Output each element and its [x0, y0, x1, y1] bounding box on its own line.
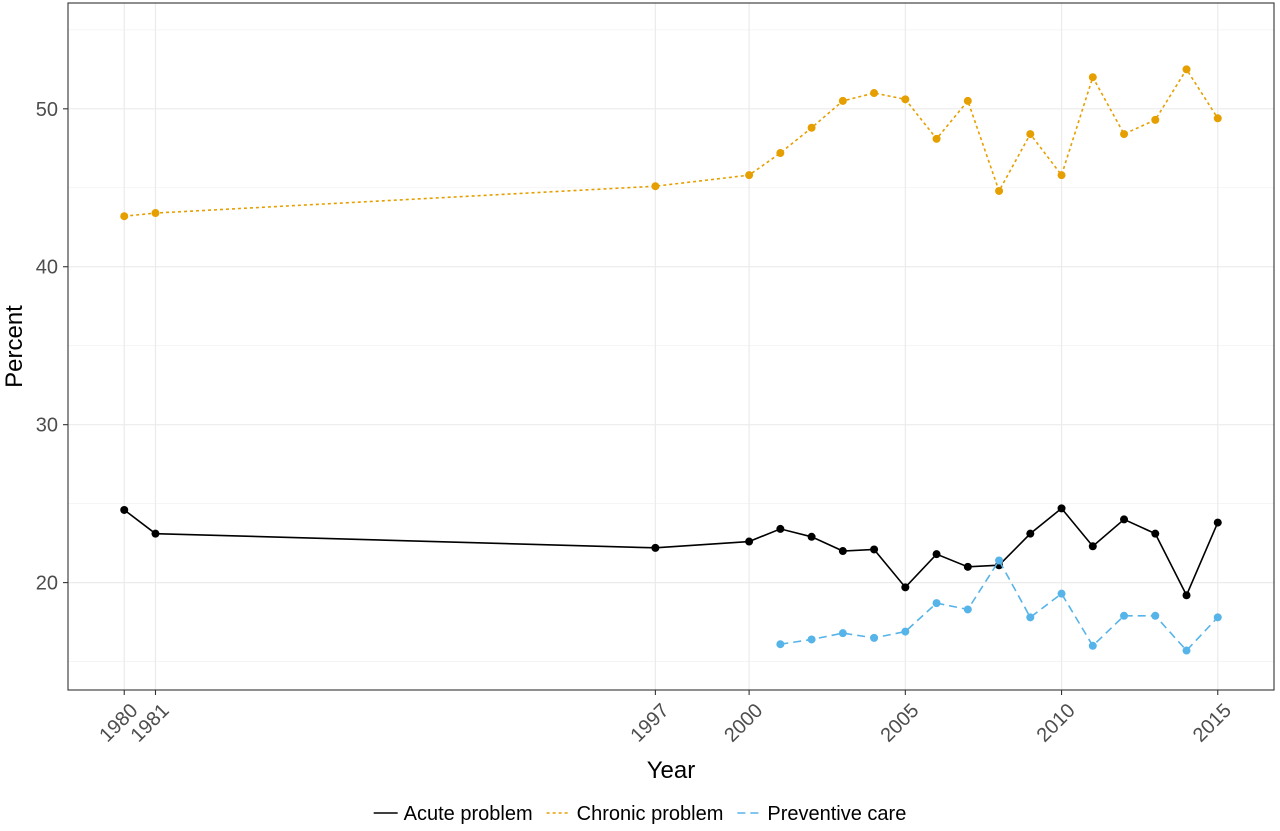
x-tick-label: 2010 [1033, 700, 1080, 747]
data-point [745, 171, 754, 180]
data-point [838, 96, 847, 105]
y-tick-label: 50 [36, 99, 58, 121]
grid [68, 3, 1274, 690]
y-tick-label: 20 [36, 573, 58, 595]
data-point [120, 505, 129, 514]
data-point [838, 547, 847, 556]
data-point [1151, 115, 1160, 124]
data-point [1026, 613, 1035, 622]
series-preventive-care [776, 556, 1222, 655]
legend-label: Acute problem [404, 803, 533, 825]
x-tick-label: 1997 [627, 700, 674, 747]
data-point [1120, 611, 1129, 620]
legend-item-preventive-care: Preventive care [737, 803, 906, 825]
data-point [1182, 591, 1191, 600]
data-point [1213, 613, 1222, 622]
data-point [120, 212, 129, 221]
series-line-preventive-care [780, 558, 1219, 652]
data-point [776, 524, 785, 533]
data-point [1026, 529, 1035, 538]
data-point [807, 635, 816, 644]
data-point [807, 123, 816, 132]
data-point [151, 209, 160, 218]
data-point [1057, 589, 1066, 598]
legend-item-acute-problem: Acute problem [373, 803, 533, 825]
data-point [1057, 504, 1066, 513]
data-point [807, 532, 816, 541]
legend-label: Chronic problem [577, 803, 724, 825]
series-acute-problem [120, 504, 1222, 600]
data-point [995, 556, 1004, 565]
data-point [651, 182, 660, 191]
x-tick-label: 2000 [720, 700, 767, 747]
data-point [932, 550, 941, 559]
data-point [901, 583, 910, 592]
data-point [870, 545, 879, 554]
data-point [1088, 73, 1097, 82]
legend-item-chronic-problem: Chronic problem [546, 803, 724, 825]
data-point [963, 605, 972, 614]
data-point [1213, 114, 1222, 123]
data-point [1088, 641, 1097, 650]
data-point [1213, 518, 1222, 527]
data-point [1057, 171, 1066, 180]
data-point [776, 149, 785, 158]
plot-panel-border [67, 2, 1275, 691]
y-axis-title: Percent [1, 305, 28, 388]
data-point [745, 537, 754, 546]
data-point [901, 95, 910, 104]
data-point [963, 562, 972, 571]
y-axis: 20 30 40 50 [36, 99, 68, 595]
data-point [1182, 65, 1191, 74]
x-tick-label: 2015 [1189, 700, 1236, 747]
data-point [963, 96, 972, 105]
data-point [1120, 515, 1129, 524]
data-point [932, 134, 941, 143]
data-point [1151, 529, 1160, 538]
data-point [901, 627, 910, 636]
series-layer [120, 65, 1222, 655]
data-point [776, 640, 785, 649]
data-point [1026, 130, 1035, 139]
x-axis-title: Year [647, 757, 696, 784]
series-line-chronic-problem [124, 67, 1219, 218]
data-point [995, 186, 1004, 195]
data-point [870, 633, 879, 642]
legend: Acute problem Chronic problem Preventive c… [373, 803, 906, 825]
series-chronic-problem [120, 65, 1222, 221]
data-point [651, 543, 660, 552]
legend-label: Preventive care [767, 803, 906, 825]
data-point [932, 599, 941, 608]
data-point [1151, 611, 1160, 620]
data-point [151, 529, 160, 538]
y-tick-label: 40 [36, 257, 58, 279]
y-tick-label: 30 [36, 415, 58, 437]
data-point [870, 89, 879, 98]
data-point [1088, 542, 1097, 551]
data-point [1120, 130, 1129, 139]
data-point [1182, 646, 1191, 655]
x-tick-label: 2005 [876, 700, 923, 747]
data-point [838, 629, 847, 638]
